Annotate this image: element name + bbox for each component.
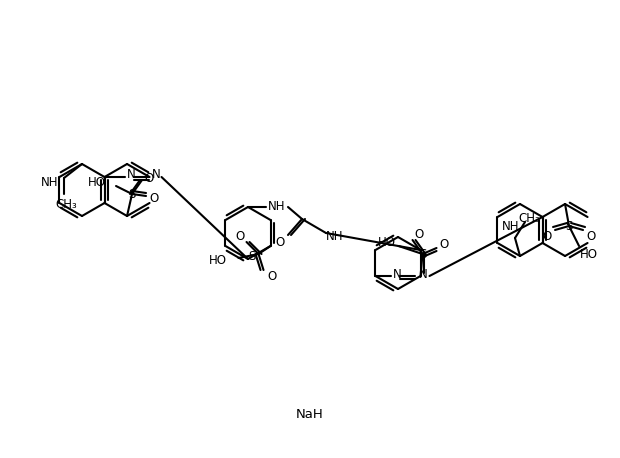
Text: O: O (267, 269, 276, 283)
Text: N: N (127, 169, 136, 181)
Text: CH₃: CH₃ (518, 212, 540, 224)
Text: NH: NH (502, 219, 520, 233)
Text: NH: NH (326, 229, 343, 242)
Text: NaH: NaH (296, 409, 324, 421)
Text: NH: NH (268, 201, 286, 213)
Text: S: S (565, 219, 573, 233)
Text: HO: HO (208, 253, 226, 267)
Text: O: O (235, 229, 244, 242)
Text: S: S (248, 250, 255, 262)
Text: HO: HO (580, 247, 598, 261)
Text: O: O (542, 229, 552, 242)
Text: O: O (149, 191, 159, 205)
Text: NH: NH (42, 175, 59, 189)
Text: N: N (419, 267, 428, 280)
Text: HO: HO (88, 176, 106, 190)
Text: HO: HO (378, 235, 396, 249)
Text: O: O (587, 229, 596, 242)
Text: O: O (275, 236, 285, 250)
Text: CH₃: CH₃ (55, 197, 77, 211)
Text: O: O (414, 228, 423, 240)
Text: O: O (439, 238, 448, 251)
Text: N: N (393, 267, 402, 280)
Text: N: N (152, 169, 161, 181)
Text: S: S (128, 187, 136, 201)
Text: O: O (144, 171, 154, 185)
Text: S: S (419, 247, 426, 261)
